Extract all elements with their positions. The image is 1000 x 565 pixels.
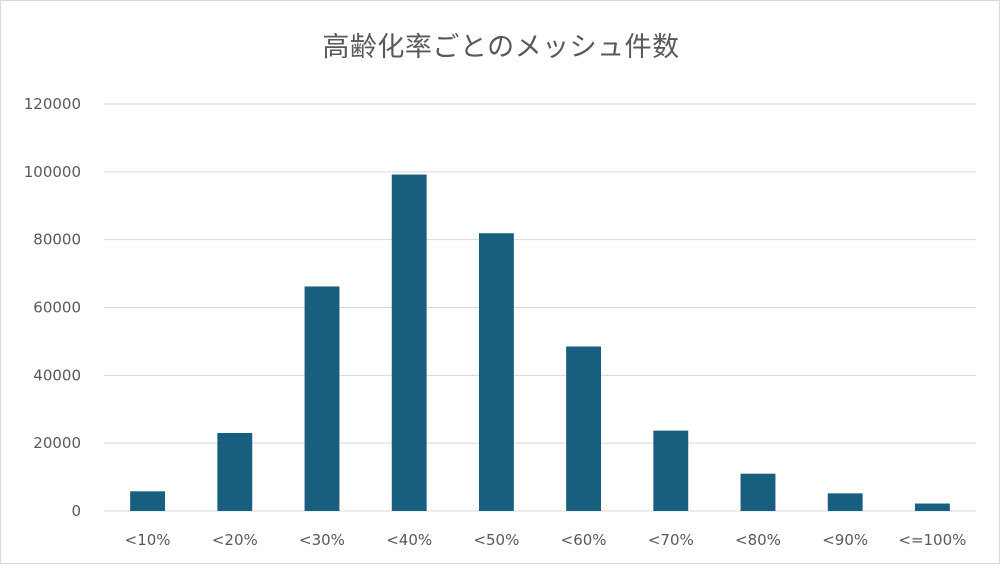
bar [391, 174, 427, 511]
x-tick-label: <10% [125, 531, 171, 549]
y-tick-label: 0 [71, 502, 81, 520]
x-tick-label: <30% [299, 531, 345, 549]
bar [740, 473, 776, 511]
y-tick-label: 100000 [24, 163, 81, 181]
x-tick-label: <=100% [898, 531, 966, 549]
bar [130, 491, 166, 511]
y-axis-tick-labels: 0 20000 40000 60000 80000 100000 120000 [24, 95, 81, 520]
x-tick-label: <60% [561, 531, 607, 549]
x-tick-label: <70% [648, 531, 694, 549]
bar [217, 432, 253, 511]
x-tick-label: <80% [735, 531, 781, 549]
y-tick-label: 120000 [24, 95, 81, 113]
bar [478, 233, 514, 511]
bars [130, 174, 950, 511]
bar [653, 430, 689, 511]
x-axis-tick-labels: <10% <20% <30% <40% <50% <60% <70% <80% <90% <=10… [125, 531, 967, 549]
x-tick-label: <50% [473, 531, 519, 549]
x-tick-label: <20% [212, 531, 258, 549]
x-tick-label: <40% [386, 531, 432, 549]
y-tick-label: 40000 [33, 366, 81, 384]
bar [304, 286, 340, 511]
bar [566, 346, 602, 511]
y-tick-label: 80000 [33, 231, 81, 249]
chart-title: 高齢化率ごとのメッシュ件数 [322, 32, 680, 63]
bar [827, 493, 863, 511]
bar [914, 503, 950, 511]
y-tick-label: 60000 [33, 299, 81, 317]
y-tick-label: 20000 [33, 434, 81, 452]
x-tick-label: <90% [822, 531, 868, 549]
